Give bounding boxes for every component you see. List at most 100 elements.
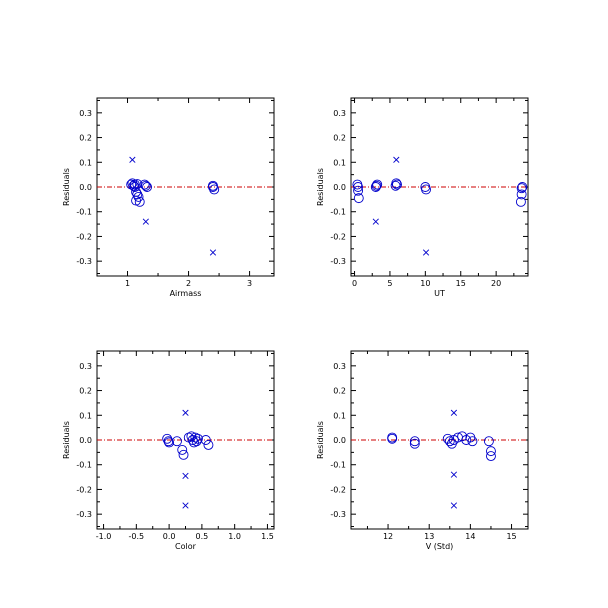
x-tick-label: 1 xyxy=(125,279,130,288)
scatter-panel-2: -0.3 -0.2 -0.1 0.0 0.1 0.2 0.3 0 5 10 15 20 UT Residu… xyxy=(316,97,529,298)
x-tick-label: -1.0 xyxy=(96,532,112,541)
x-axis-label: Airmass xyxy=(170,289,202,298)
data-point-circle xyxy=(515,196,526,207)
data-point-circle xyxy=(467,436,478,447)
data-point-cross xyxy=(142,218,149,225)
x-tick-label: 10 xyxy=(420,279,430,288)
cross-stroke xyxy=(182,502,189,509)
scatter-panel-3: -0.3 -0.2 -0.1 0.0 0.1 0.2 0.3 -1.0 -0.5 0.0 0.5 1.… xyxy=(62,350,275,551)
y-tick-label: 0.3 xyxy=(79,109,92,118)
data-point-circle xyxy=(516,189,527,200)
y-tick-label: 0.0 xyxy=(79,183,92,192)
y-axis-label: Residuals xyxy=(316,168,325,206)
data-point-circle xyxy=(391,178,402,189)
x-axis-label: Color xyxy=(175,542,197,551)
cross-stroke xyxy=(182,472,189,479)
y-tick-label: 0.2 xyxy=(79,134,92,143)
y-tick-label: -0.3 xyxy=(76,510,92,519)
data-point-circle xyxy=(392,179,402,190)
data-point-circle xyxy=(486,446,496,457)
data-point-circle xyxy=(208,180,218,191)
y-tick-label: 0.2 xyxy=(333,134,346,143)
data-point-circle xyxy=(187,435,198,445)
x-tick-label: 12 xyxy=(383,532,393,541)
data-point-circle xyxy=(409,436,420,447)
data-point-cross xyxy=(182,472,189,479)
x-tick-label: 5 xyxy=(387,279,392,288)
data-point-circle xyxy=(203,439,214,450)
x-tick-label: 1.5 xyxy=(261,532,274,541)
data-point-circle xyxy=(353,193,364,204)
data-point-cross xyxy=(450,471,458,478)
data-point-circle xyxy=(142,182,152,192)
data-point-circle xyxy=(370,182,381,192)
data-point-circle xyxy=(421,184,431,195)
y-tick-label: 0.3 xyxy=(333,362,346,371)
y-tick-label: -0.1 xyxy=(330,461,346,470)
cross-stroke xyxy=(422,249,430,256)
y-tick-label: 0.2 xyxy=(79,387,92,396)
cross-stroke xyxy=(450,471,458,478)
cross-stroke xyxy=(182,409,189,416)
data-point-circle xyxy=(129,182,140,192)
y-tick-label: -0.3 xyxy=(76,257,92,266)
data-point-cross xyxy=(372,218,379,225)
data-point-circle xyxy=(178,449,189,460)
data-point-cross xyxy=(182,502,189,509)
x-tick-label: -0.5 xyxy=(129,532,145,541)
y-axis-label: Residuals xyxy=(316,421,325,459)
cross-stroke xyxy=(393,156,400,163)
cross-stroke xyxy=(142,218,149,225)
data-point-cross xyxy=(209,249,217,256)
y-tick-label: -0.3 xyxy=(330,257,346,266)
data-point-circle xyxy=(372,179,383,190)
data-point-circle xyxy=(486,451,496,462)
data-point-circle xyxy=(409,438,420,449)
y-axis-label: Residuals xyxy=(62,168,71,206)
cross-stroke xyxy=(450,502,458,509)
data-point-circle xyxy=(126,179,137,190)
y-tick-label: 0.0 xyxy=(333,436,346,445)
x-tick-label: 15 xyxy=(456,279,466,288)
x-tick-label: 0 xyxy=(352,279,357,288)
cross-stroke xyxy=(129,156,136,163)
data-point-circle xyxy=(139,179,150,190)
y-tick-label: 0.2 xyxy=(333,387,346,396)
data-point-circle xyxy=(353,185,364,196)
y-tick-label: 0.0 xyxy=(333,183,346,192)
data-point-circle xyxy=(209,184,220,195)
y-tick-label: 0.0 xyxy=(79,436,92,445)
cross-stroke xyxy=(372,218,379,225)
y-tick-label: -0.2 xyxy=(76,232,92,241)
data-point-circle xyxy=(193,433,203,444)
scatter-panel-4: -0.3 -0.2 -0.1 0.0 0.1 0.2 0.3 12 13 14 15 V (Std) R… xyxy=(316,350,529,551)
y-tick-label: 0.1 xyxy=(79,411,92,420)
data-point-circle xyxy=(353,182,364,192)
y-tick-label: -0.2 xyxy=(330,232,346,241)
x-tick-label: 3 xyxy=(247,279,252,288)
data-point-circle xyxy=(517,182,528,192)
cross-stroke xyxy=(450,409,458,416)
data-point-circle xyxy=(200,435,211,445)
x-tick-label: 0.5 xyxy=(196,532,209,541)
y-tick-label: -0.1 xyxy=(76,208,92,217)
data-point-circle xyxy=(132,189,143,200)
data-point-circle xyxy=(189,437,199,448)
x-axis-label: V (Std) xyxy=(426,542,454,551)
data-point-circle xyxy=(387,433,398,444)
data-point-circle xyxy=(164,437,175,448)
data-point-circle xyxy=(172,436,182,447)
y-tick-label: 0.3 xyxy=(333,109,346,118)
data-point-circle xyxy=(483,436,494,447)
cross-stroke xyxy=(209,249,217,256)
data-point-cross xyxy=(129,156,136,163)
data-point-cross xyxy=(450,409,458,416)
data-point-cross xyxy=(422,249,430,256)
y-tick-label: 0.3 xyxy=(79,362,92,371)
y-axis-label: Residuals xyxy=(62,421,71,459)
data-point-cross xyxy=(393,156,400,163)
data-point-circle xyxy=(129,179,140,190)
x-tick-label: 15 xyxy=(506,532,516,541)
x-axis-label: UT xyxy=(434,289,445,298)
y-tick-label: 0.1 xyxy=(79,158,92,167)
